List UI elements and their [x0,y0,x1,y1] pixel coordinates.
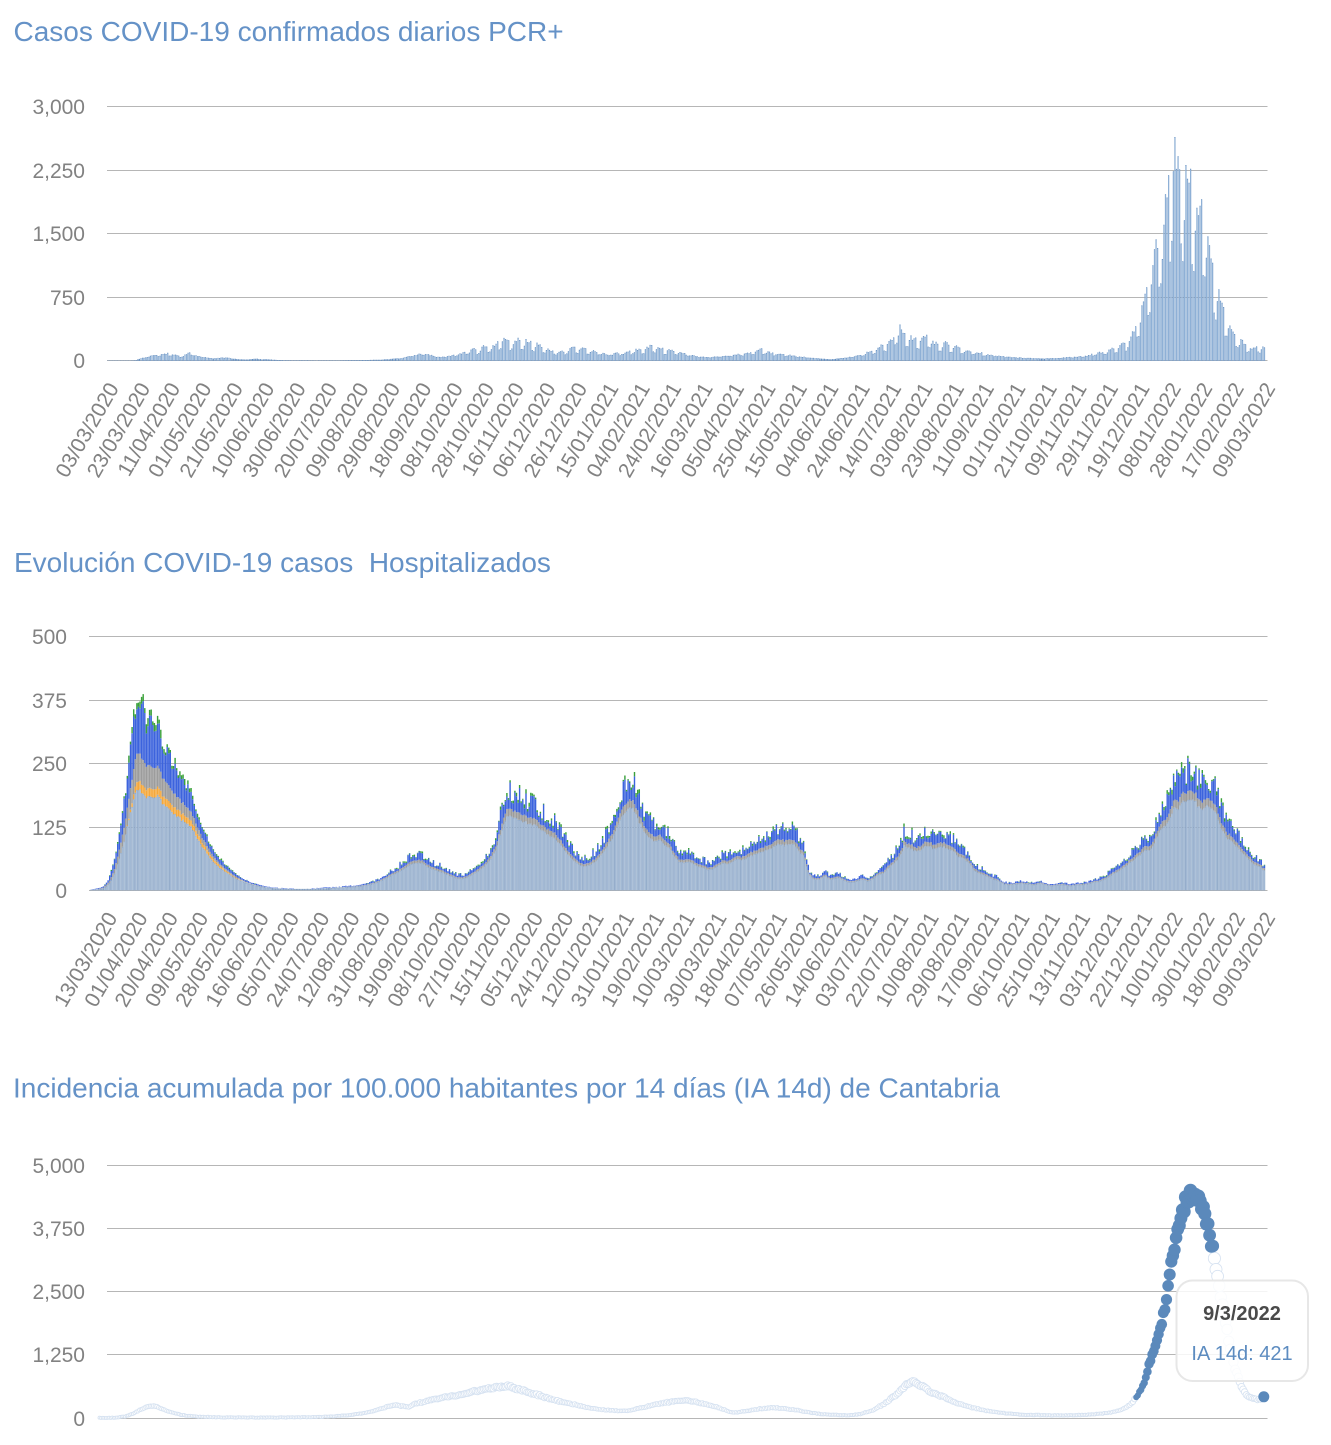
svg-text:250: 250 [32,753,67,776]
svg-text:750: 750 [50,287,85,310]
svg-text:500: 500 [32,626,67,649]
svg-text:1,250: 1,250 [32,1344,85,1367]
svg-text:Evolución COVID-19 casos Hosp: Evolución COVID-19 casos Hospitalizados [14,547,551,578]
svg-text:2,500: 2,500 [32,1281,85,1304]
svg-text:0: 0 [73,350,85,373]
svg-text:125: 125 [32,817,67,840]
svg-text:9/3/2022: 9/3/2022 [1203,1303,1281,1325]
svg-text:IA 14d: 421: IA 14d: 421 [1191,1343,1292,1365]
svg-text:5,000: 5,000 [32,1155,85,1178]
svg-text:1,500: 1,500 [32,223,85,246]
svg-text:3,000: 3,000 [32,96,85,119]
svg-text:3,750: 3,750 [32,1218,85,1241]
svg-text:Casos COVID-19 confirmados dia: Casos COVID-19 confirmados diarios PCR+ [14,16,564,47]
svg-text:0: 0 [55,880,67,903]
svg-text:Incidencia acumulada por 100.0: Incidencia acumulada por 100.000 habitan… [13,1073,1000,1104]
svg-text:0: 0 [73,1408,85,1431]
svg-text:2,250: 2,250 [32,160,85,183]
svg-text:375: 375 [32,690,67,713]
